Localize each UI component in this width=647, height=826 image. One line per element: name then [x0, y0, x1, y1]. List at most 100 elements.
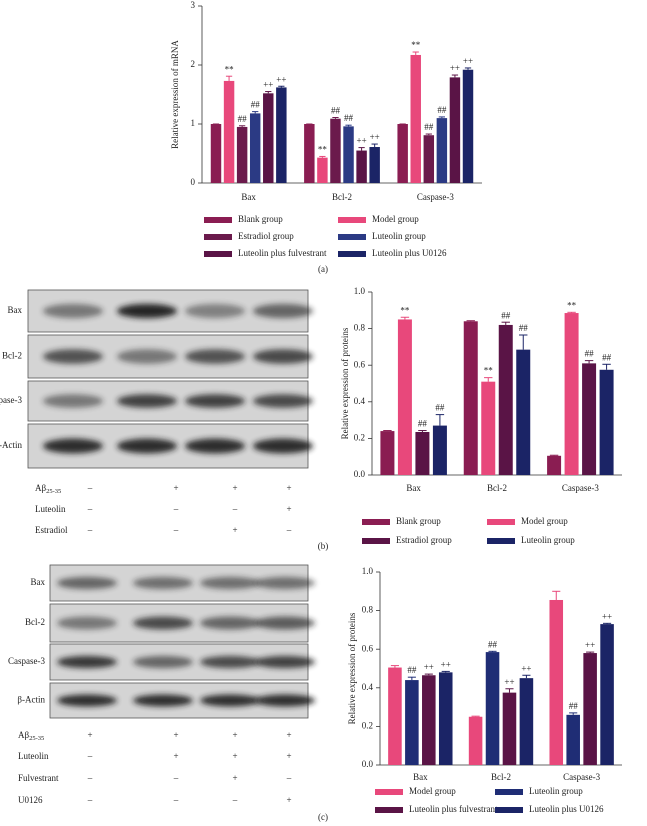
condition-mark: + [87, 730, 92, 740]
bar [356, 150, 367, 183]
error-bar [602, 363, 611, 370]
condition-mark: – [286, 525, 292, 535]
y-tick-label: 0.0 [354, 469, 366, 479]
blot-band [43, 394, 103, 408]
condition-label: Luteolin [18, 751, 49, 761]
bar [330, 118, 341, 183]
condition-mark: + [286, 483, 291, 493]
y-tick-label: 1.0 [354, 286, 366, 296]
error-bar [425, 133, 432, 136]
bar [317, 157, 328, 183]
condition-subscript: 25-35 [46, 488, 61, 495]
legend-swatch [362, 538, 390, 544]
significance-label: ++ [602, 611, 612, 621]
bar [223, 80, 235, 183]
condition-mark: – [173, 525, 179, 535]
condition-mark: + [286, 730, 291, 740]
x-tick-label: Bax [406, 483, 421, 493]
bar [422, 675, 436, 765]
significance-label: ## [585, 349, 595, 359]
bar [380, 431, 395, 475]
legend-swatch [204, 251, 232, 257]
condition-mark: – [87, 483, 93, 493]
condition-label: Luteolin [35, 504, 66, 514]
bar [343, 126, 354, 183]
bar [276, 87, 287, 183]
error-bar [567, 311, 576, 314]
error-bar [435, 414, 445, 426]
bar [462, 69, 474, 183]
bar [519, 678, 534, 765]
blot-band [185, 394, 245, 408]
error-bar [464, 67, 472, 70]
x-tick-label: Bax [413, 772, 428, 782]
bar [438, 672, 453, 765]
legend-label: Model group [521, 516, 568, 526]
blot-row-label: Bax [8, 305, 23, 315]
blot-band [117, 349, 177, 364]
legend-label: Luteolin plus fulvestrant [238, 248, 327, 258]
condition-mark: – [232, 795, 238, 805]
significance-label: ** [318, 145, 328, 155]
blot-band [185, 303, 245, 319]
bar [547, 455, 562, 475]
bar [582, 363, 597, 475]
bar [263, 93, 274, 183]
bar [210, 124, 222, 183]
error-bar [471, 715, 480, 717]
condition-mark: + [232, 730, 237, 740]
panel-label: (a) [318, 264, 328, 274]
bar [249, 113, 261, 183]
error-bar [265, 91, 272, 94]
y-tick-label: 1.0 [362, 566, 374, 576]
error-bar [390, 665, 399, 668]
blot-band [200, 616, 260, 630]
blot-band [200, 694, 260, 707]
bar [516, 349, 531, 475]
condition-mark: + [286, 795, 291, 805]
condition-mark: – [173, 773, 179, 783]
legend-swatch [487, 538, 515, 544]
significance-label: ## [602, 352, 612, 362]
condition-mark: – [173, 795, 179, 805]
blot-row-label: Caspase-3 [8, 656, 45, 666]
blot-band [57, 616, 117, 630]
y-axis-label: Relative expression of mRNA [170, 40, 180, 149]
significance-label: ## [251, 100, 261, 110]
bar [502, 692, 517, 765]
blot-band [117, 303, 177, 319]
bar [468, 716, 483, 765]
error-bar [358, 147, 365, 151]
blot-band [133, 576, 193, 590]
blot-row-label: Bcl-2 [25, 617, 45, 627]
blot-band [200, 655, 260, 669]
condition-mark: + [232, 483, 237, 493]
significance-label: ** [225, 64, 235, 74]
error-bar [451, 74, 459, 78]
legend-label: Blank group [396, 516, 441, 526]
error-bar [519, 334, 528, 350]
significance-label: ## [331, 106, 341, 116]
condition-name: U0126 [18, 795, 43, 805]
blot-row-label: β-Actin [0, 440, 22, 450]
significance-label: ++ [504, 677, 514, 687]
blot-band [117, 394, 177, 408]
significance-label: ++ [441, 659, 451, 669]
bar [304, 124, 315, 183]
error-bar [603, 622, 612, 625]
significance-label: ++ [424, 662, 434, 672]
significance-label: ++ [463, 56, 473, 66]
condition-label: Aβ25-35 [18, 730, 44, 742]
bar [463, 321, 478, 475]
legend-swatch [204, 217, 232, 223]
condition-mark: – [87, 504, 93, 514]
bar [432, 425, 447, 475]
legend-label: Model group [372, 214, 419, 224]
significance-label: ## [501, 310, 511, 320]
error-bar [412, 51, 419, 55]
blot-row-label: Bax [31, 577, 46, 587]
blot-band [133, 694, 193, 707]
legend-swatch [375, 807, 403, 813]
blot-band [200, 576, 260, 590]
significance-label: ## [437, 105, 447, 115]
